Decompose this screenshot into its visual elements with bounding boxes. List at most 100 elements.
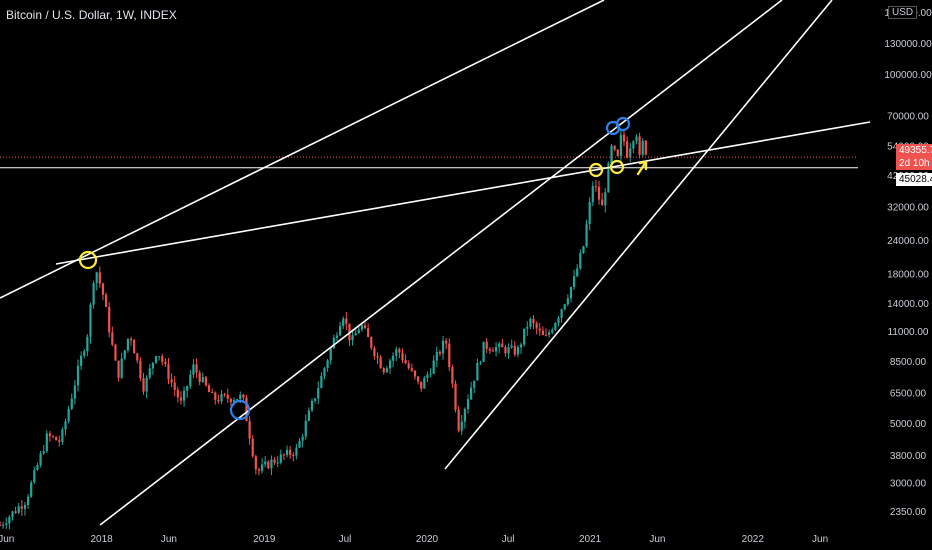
- candle-body: [557, 317, 560, 324]
- candle-body: [529, 318, 532, 327]
- candle-body: [488, 348, 491, 351]
- candle-body: [638, 136, 641, 155]
- candle-body: [186, 386, 189, 391]
- candle-body: [516, 347, 520, 355]
- candle-body: [108, 306, 111, 333]
- candle-body: [86, 336, 89, 352]
- candle-body: [0, 525, 2, 526]
- y-tick-label: 3800.00: [890, 451, 927, 462]
- candle-body: [282, 454, 286, 456]
- candle-body: [117, 360, 120, 378]
- candle-body: [382, 368, 385, 373]
- candle-body: [594, 186, 598, 188]
- candle-body: [158, 356, 161, 358]
- candle-body: [292, 454, 295, 456]
- candle-body: [363, 325, 367, 329]
- candle-body: [95, 272, 98, 284]
- candle-body: [67, 409, 70, 422]
- candle-body: [179, 397, 183, 401]
- currency-badge[interactable]: USD: [888, 6, 918, 19]
- candle-body: [432, 360, 435, 374]
- candle-body: [176, 389, 179, 398]
- candle-body: [635, 136, 638, 142]
- candle-body: [33, 469, 36, 483]
- x-tick-label: Jul: [339, 534, 352, 545]
- candle-body: [426, 374, 429, 379]
- candle-body: [295, 447, 298, 456]
- candle-body: [457, 409, 460, 431]
- candle-body: [338, 325, 342, 336]
- highlight-circle: [609, 159, 625, 175]
- candle-body: [245, 397, 248, 422]
- candle-body: [39, 453, 42, 465]
- candle-body: [17, 506, 20, 513]
- candle-body: [448, 343, 451, 368]
- candle-body: [588, 202, 591, 225]
- candle-body: [388, 360, 392, 369]
- candle-body: [632, 141, 635, 149]
- candle-body: [601, 199, 604, 206]
- candle-body: [254, 456, 257, 470]
- candle-body: [298, 440, 301, 448]
- y-tick-label: 70000.00: [887, 111, 929, 122]
- candle-body: [523, 328, 526, 345]
- candle-body: [498, 343, 501, 348]
- horizontal-level-tag: 45028.40: [896, 173, 932, 186]
- candle-body: [323, 368, 326, 376]
- candle-body: [420, 381, 423, 389]
- candle-body: [610, 145, 613, 164]
- candle-body: [301, 436, 304, 441]
- candle-body: [239, 394, 242, 400]
- candle-body: [342, 318, 345, 326]
- candle-body: [373, 347, 376, 357]
- candle-body: [579, 253, 582, 269]
- y-tick-label: 32000.00: [887, 203, 929, 214]
- candle-body: [223, 394, 226, 396]
- candle-body: [136, 353, 139, 361]
- candle-body: [151, 362, 154, 369]
- x-tick-label: 2021: [579, 534, 602, 545]
- candle-body: [276, 462, 279, 464]
- candle-body: [379, 357, 382, 369]
- trendline: [99, 0, 783, 526]
- candle-body: [429, 373, 432, 375]
- candle-body: [217, 399, 220, 402]
- arrow-icon: [636, 160, 648, 176]
- candle-body: [73, 385, 76, 399]
- candle-body: [441, 340, 445, 354]
- candle-body: [332, 337, 335, 349]
- candle-body: [572, 276, 576, 288]
- candle-body: [473, 380, 476, 388]
- candle-body: [201, 377, 204, 382]
- candle-body: [479, 361, 482, 363]
- x-tick-label: Jun: [0, 534, 14, 545]
- candle-body: [70, 398, 73, 410]
- candle-body: [435, 351, 438, 361]
- candle-body: [532, 318, 535, 324]
- candle-body: [5, 523, 8, 525]
- candle-body: [55, 436, 58, 441]
- candle-body: [491, 350, 495, 352]
- candle-body: [251, 438, 254, 457]
- candle-body: [304, 420, 307, 437]
- candle-body: [348, 323, 351, 341]
- candle-body: [104, 294, 108, 307]
- candle-body: [576, 268, 579, 277]
- candle-body: [407, 363, 410, 369]
- candle-body: [133, 340, 136, 354]
- y-tick-label: 130000.00: [884, 39, 932, 50]
- candle-body: [242, 394, 245, 398]
- candle-body: [335, 335, 339, 338]
- candle-body: [438, 351, 442, 354]
- candle-body: [535, 323, 538, 329]
- candle-body: [401, 352, 404, 361]
- candle-body: [30, 482, 33, 497]
- candle-body: [582, 246, 585, 254]
- candle-body: [248, 421, 251, 439]
- candle-body: [264, 461, 267, 465]
- candle-body: [354, 333, 357, 336]
- candle-body: [148, 368, 151, 378]
- y-tick-label: 2350.00: [890, 507, 927, 518]
- candle-body: [504, 347, 507, 354]
